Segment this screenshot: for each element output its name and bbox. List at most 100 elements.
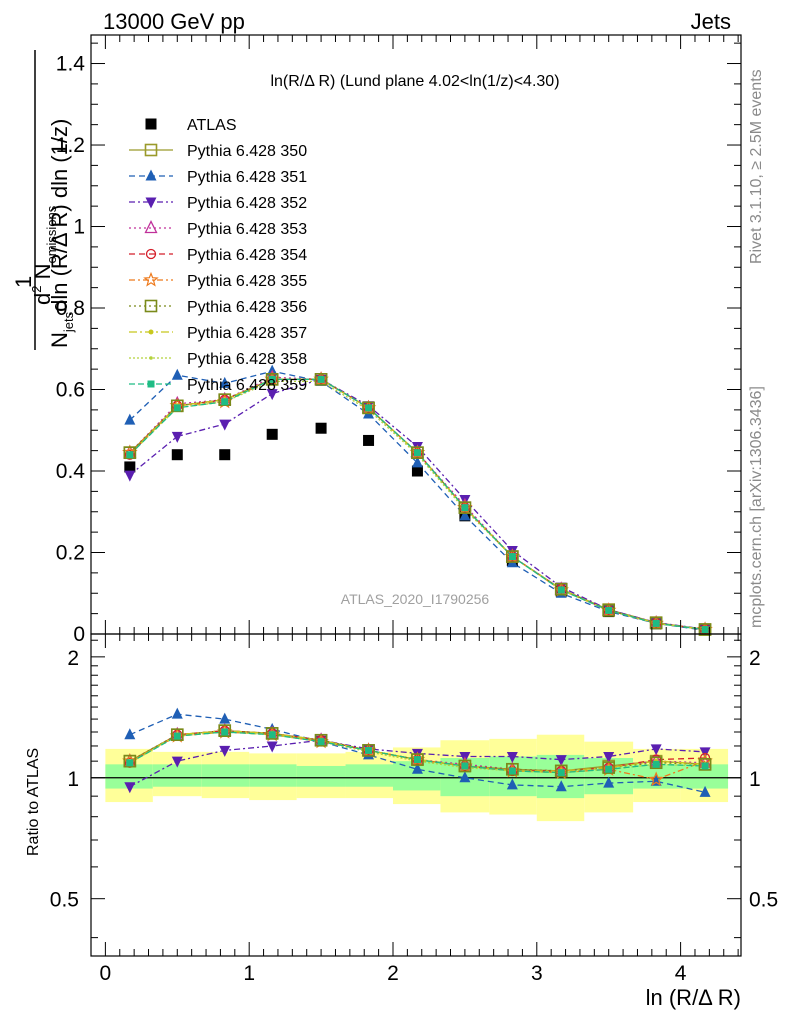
ratio-point-355-11 [648, 771, 664, 787]
ratio-point-356-9 [554, 764, 568, 778]
ratio-point-351-2 [219, 712, 231, 724]
legend-label-351: Pythia 6.428 351 [187, 169, 307, 186]
data-point-359-4 [317, 375, 325, 383]
legend-marker-359 [147, 380, 155, 388]
data-point-ATLAS-4 [315, 422, 327, 434]
legend-entry-ATLAS: ATLAS [145, 117, 237, 134]
ratio-point-352-3 [266, 741, 278, 753]
plot-subtitle: ln(R/Δ R) (Lund plane 4.02<ln(1/z)<4.30) [270, 73, 559, 90]
data-point-ATLAS-3 [266, 428, 278, 440]
ratio-point-359-5 [365, 746, 373, 754]
ratio-point-356-2 [218, 724, 232, 737]
y-tick-label: 1 [73, 216, 85, 239]
ratio-frame [90, 633, 742, 957]
ratio-point-359-12 [701, 762, 709, 770]
ratio-point-359-0 [126, 759, 134, 767]
ratio-y-tick-label-right: 1 [749, 768, 761, 791]
band-inner-8 [489, 756, 537, 797]
legend-label-356: Pythia 6.428 356 [187, 299, 307, 316]
ratio-series-markers [122, 707, 713, 797]
data-point-ATLAS-0 [124, 461, 136, 473]
main-y-ticks: 0 0.2 0.4 0.6 0.8 1 1.2 1.4 [56, 35, 741, 646]
x-tick-label: 0 [100, 962, 112, 985]
legend-entry-356: Pythia 6.428 356 [129, 299, 307, 316]
ratio-point-356-7 [458, 759, 472, 773]
data-point-356-12 [698, 623, 712, 636]
ratio-y-axis-title: Ratio to ATLAS [25, 748, 42, 856]
ratio-point-356-4 [314, 733, 328, 747]
analysis-watermark: ATLAS_2020_I1790256 [341, 591, 490, 607]
data-point-356-3 [265, 373, 279, 386]
x-tick-label: 2 [387, 962, 399, 985]
ratio-point-351-7 [459, 771, 471, 783]
data-point-354-0 [124, 449, 135, 460]
legend-entry-352: Pythia 6.428 352 [129, 195, 307, 212]
data-point-356-5 [362, 401, 375, 415]
y-tick-label: 0.8 [56, 297, 85, 320]
ratio-point-356-11 [649, 756, 663, 770]
main-series-markers [122, 364, 713, 637]
legend-entry-353: Pythia 6.428 353 [129, 220, 307, 238]
header-left: 13000 GeV pp [103, 9, 245, 34]
legend-entry-357: Pythia 6.428 357 [129, 325, 307, 342]
data-point-356-9 [554, 582, 568, 596]
ratio-point-351-12 [699, 785, 711, 797]
band-inner-2 [201, 764, 250, 787]
data-point-352-0 [124, 470, 136, 482]
ratio-point-356-1 [170, 728, 184, 742]
data-point-359-8 [508, 553, 516, 561]
ratio-point-359-11 [652, 760, 660, 768]
ratio-point-356-6 [411, 753, 424, 766]
data-point-352-3 [266, 389, 278, 401]
data-point-359-7 [461, 504, 469, 512]
legend-label-355: Pythia 6.428 355 [187, 273, 307, 290]
data-point-359-6 [413, 449, 421, 457]
legend: ATLAS Pythia 6.428 350 Pythia 6.428 351 Pyt… [129, 117, 307, 394]
ratio-y-tick-label-right: 2 [749, 647, 761, 670]
data-point-359-3 [268, 375, 276, 383]
legend-label-ATLAS: ATLAS [187, 117, 237, 134]
ratio-point-352-0 [124, 782, 136, 794]
data-point-351-0 [124, 413, 136, 425]
legend-entry-354: Pythia 6.428 354 [129, 247, 307, 264]
ratio-point-351-10 [603, 776, 615, 788]
y-tick-label: 0.2 [56, 542, 85, 565]
ratio-point-351-0 [124, 728, 136, 740]
y-tick-label: 0.4 [56, 460, 86, 483]
legend-entry-358: Pythia 6.428 358 [129, 351, 307, 368]
y-tick-label: 1.2 [56, 134, 85, 157]
ratio-y-tick-label: 0.5 [50, 889, 79, 912]
ratio-point-356-0 [123, 754, 137, 768]
ratio-point-359-4 [317, 738, 325, 746]
legend-entry-355: Pythia 6.428 355 [129, 271, 307, 290]
data-point-359-1 [173, 404, 181, 412]
legend-marker-352 [145, 197, 157, 209]
legend-marker-358 [149, 356, 153, 360]
band-inner-5 [345, 764, 393, 787]
data-point-356-10 [602, 604, 615, 617]
legend-entry-359: Pythia 6.428 359 [129, 377, 307, 394]
data-point-359-12 [701, 626, 709, 634]
band-inner-4 [296, 765, 346, 787]
data-point-356-8 [506, 550, 519, 563]
legend-label-357: Pythia 6.428 357 [187, 325, 307, 342]
legend-marker-351 [145, 169, 157, 181]
legend-marker-356 [144, 299, 158, 313]
legend-marker-353 [144, 220, 158, 234]
y-tick-label: 1.4 [56, 53, 86, 76]
data-point-359-11 [652, 619, 660, 627]
x-tick-label: 1 [243, 962, 255, 985]
ratio-point-351-9 [555, 780, 567, 792]
data-point-359-10 [605, 606, 613, 614]
y-tick-label: 0.6 [56, 379, 85, 402]
ratio-point-352-2 [219, 745, 231, 757]
data-point-356-6 [411, 446, 424, 459]
data-point-351-1 [171, 368, 183, 380]
rivet-label: Rivet 3.1.10, ≥ 2.5M events [748, 69, 765, 264]
legend-marker-354 [145, 248, 157, 260]
data-point-356-7 [458, 501, 472, 514]
ratio-y-tick-label-right: 0.5 [749, 889, 778, 912]
x-tick-label: 4 [675, 962, 687, 985]
data-point-359-0 [126, 451, 134, 459]
x-axis-ticks: 0 1 2 3 4 [100, 634, 739, 985]
